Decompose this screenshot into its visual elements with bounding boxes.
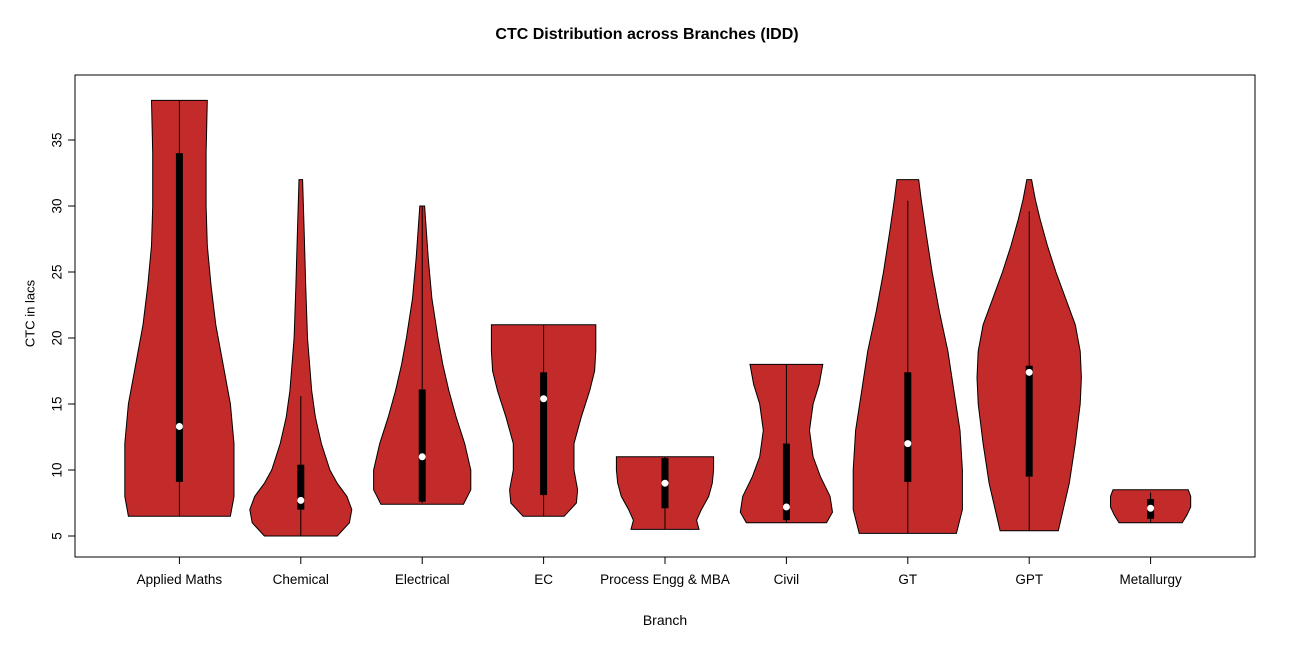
x-tick-label: GT bbox=[898, 572, 917, 587]
iqr-box bbox=[904, 372, 912, 482]
median-dot bbox=[1147, 504, 1155, 512]
y-tick-label: 20 bbox=[50, 330, 65, 345]
y-tick-label: 15 bbox=[50, 396, 65, 411]
median-dot bbox=[175, 422, 183, 430]
x-tick-label: EC bbox=[534, 572, 553, 587]
y-tick-label: 25 bbox=[50, 264, 65, 279]
chart-title: CTC Distribution across Branches (IDD) bbox=[495, 26, 799, 43]
iqr-box bbox=[175, 153, 183, 482]
median-dot bbox=[540, 395, 548, 403]
x-tick-label: GPT bbox=[1015, 572, 1043, 587]
median-dot bbox=[782, 503, 790, 511]
x-tick-label: Civil bbox=[774, 572, 800, 587]
x-tick-label: Chemical bbox=[273, 572, 329, 587]
iqr-box bbox=[297, 464, 305, 510]
x-tick-label: Process Engg & MBA bbox=[600, 572, 730, 587]
x-tick-label: Metallurgy bbox=[1119, 572, 1182, 587]
y-tick-label: 30 bbox=[50, 198, 65, 213]
x-tick-label: Electrical bbox=[395, 572, 450, 587]
median-dot bbox=[418, 453, 426, 461]
median-dot bbox=[297, 496, 305, 504]
y-tick-label: 35 bbox=[50, 132, 65, 147]
x-tick-label: Applied Maths bbox=[137, 572, 223, 587]
median-dot bbox=[661, 479, 669, 487]
median-dot bbox=[904, 440, 912, 448]
violin-shape bbox=[249, 179, 353, 537]
y-tick-label: 5 bbox=[50, 532, 65, 540]
median-dot bbox=[1025, 368, 1033, 376]
iqr-box bbox=[782, 443, 790, 521]
x-axis-label: Branch bbox=[642, 612, 688, 628]
iqr-box bbox=[1025, 365, 1033, 477]
y-tick-label: 10 bbox=[50, 462, 65, 477]
iqr-box bbox=[418, 389, 426, 502]
iqr-box bbox=[540, 372, 548, 496]
